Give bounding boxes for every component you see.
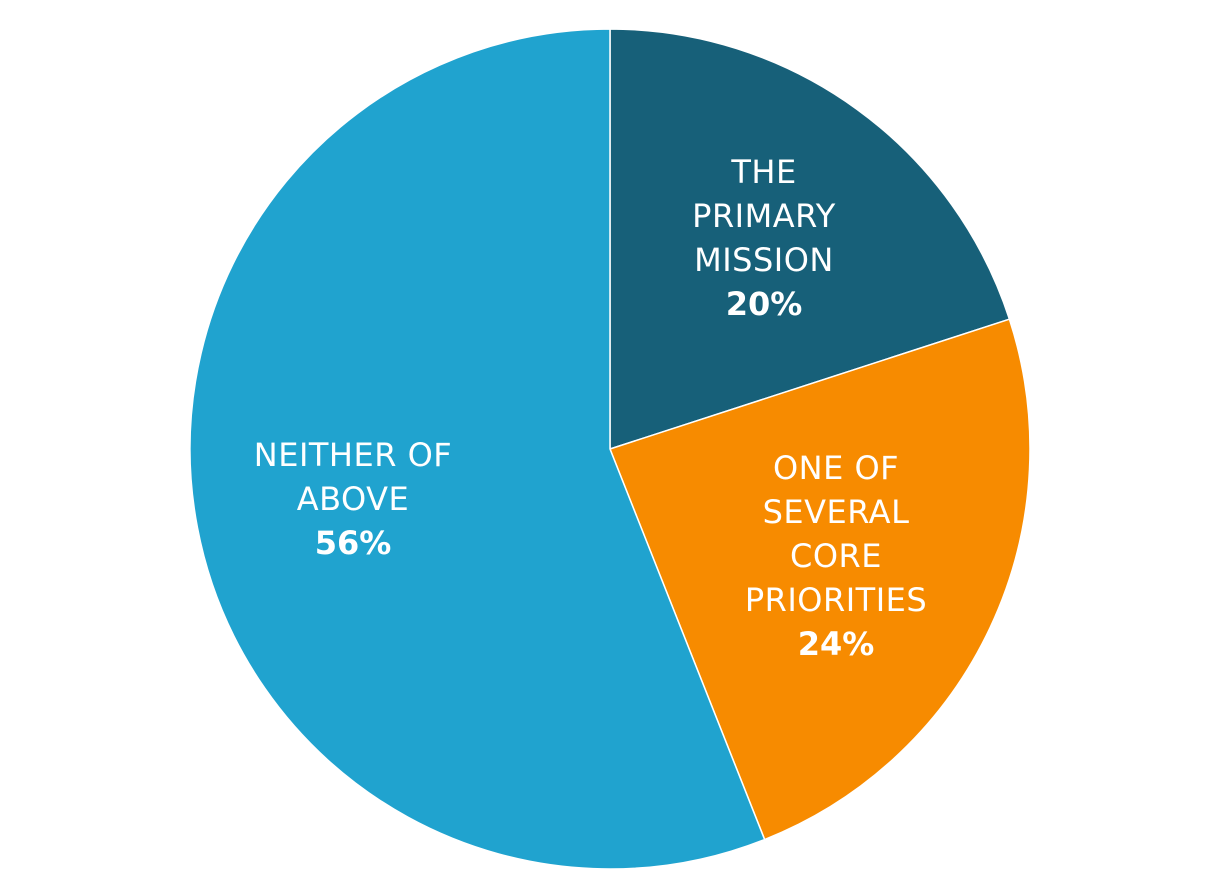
pie-slice-1 xyxy=(609,318,1031,841)
slice-value-label: 24% xyxy=(798,625,875,663)
slice-label-line: ONE OF xyxy=(773,449,899,487)
slice-label-line: CORE xyxy=(790,537,882,575)
pie-slice-label-2: NEITHER OF ABOVE 56% xyxy=(254,436,452,562)
pie-slice-label-1: ONE OF SEVERAL CORE PRIORITIES 24% xyxy=(745,449,927,663)
pie-slice-2 xyxy=(189,28,766,870)
slice-value-label: 56% xyxy=(315,524,392,562)
slice-label-line: THE xyxy=(730,153,796,191)
slice-label-line: ABOVE xyxy=(297,480,410,518)
slice-label-line: SEVERAL xyxy=(763,493,910,531)
slice-label-line: MISSION xyxy=(694,241,834,279)
slice-value-label: 20% xyxy=(726,285,803,323)
pie-slice-0 xyxy=(609,28,1011,451)
pie-slice-label-0: THE PRIMARY MISSION 20% xyxy=(692,153,836,323)
slice-label-line: PRIORITIES xyxy=(745,581,927,619)
slice-label-line: NEITHER OF xyxy=(254,436,452,474)
slice-label-line: PRIMARY xyxy=(692,197,836,235)
